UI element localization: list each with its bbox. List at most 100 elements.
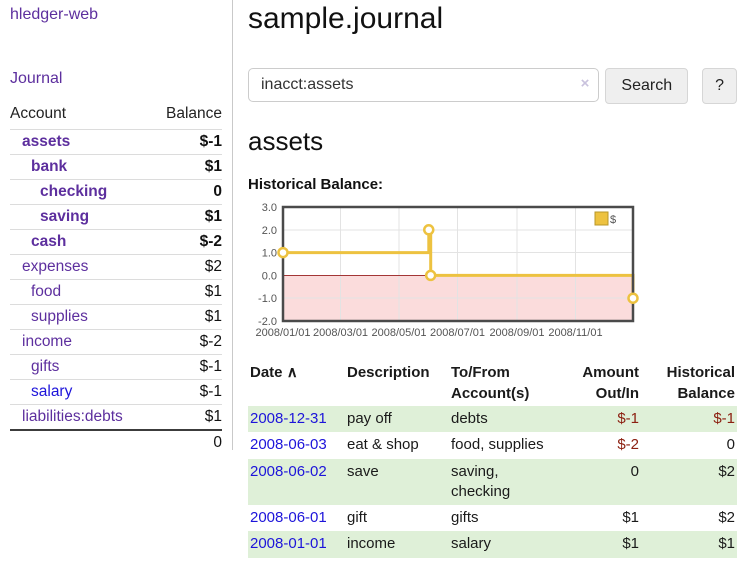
transaction-balance: 0 [726,436,735,454]
account-row: food $1 [10,279,222,305]
accounts-header-balance: Balance [165,105,222,122]
chart-title: Historical Balance: [248,176,384,193]
transaction-date-link[interactable]: 2008-01-01 [250,535,327,553]
x-axis-tick-label: 2008/07/01 [430,327,485,339]
help-button[interactable]: ? [702,68,737,104]
sidebar-account-link[interactable]: liabilities:debts [22,408,123,425]
transaction-date-link[interactable]: 2008-06-03 [250,436,327,454]
transaction-amount: $-2 [617,436,639,454]
accounts-header-account: Account [10,105,67,122]
account-balance: $-1 [116,379,222,405]
transaction-description: save [347,462,379,480]
y-axis-tick-label: 0.0 [262,270,277,282]
register-header-balance: Historical Balance [666,364,735,402]
x-axis-tick-label: 2008/01/01 [255,327,310,339]
y-axis-tick-label: -2.0 [258,316,277,328]
transaction-balance: $-1 [713,410,735,427]
data-point-marker [277,246,289,259]
sidebar-account-link[interactable]: food [31,283,62,300]
sidebar-account-link[interactable]: cash [31,233,67,250]
search-form: × Search ? [248,68,737,104]
account-row: saving $1 [10,204,222,230]
account-row: income $-2 [10,329,222,355]
account-balance: 0 [116,179,222,205]
clear-search-icon[interactable]: × [580,75,590,92]
transaction-row: 2008-12-31 pay off debts $-1 $-1 [248,406,737,433]
search-input[interactable] [248,68,600,102]
transaction-description: eat & shop [347,436,419,454]
account-heading: assets [248,126,324,156]
plot-frame [281,205,635,323]
historical-balance-chart: 2008/01/01 2008/03/01 2008/05/01 2008/07/01… [255,202,639,339]
transaction-accounts: saving, checking [451,462,511,500]
register-header-date[interactable]: Date ∧ [250,364,298,381]
account-balance: $1 [116,304,222,330]
transaction-row: 2008-01-01 income salary $1 $1 [248,531,737,558]
y-axis-tick-label: 1.0 [262,248,277,260]
register-header-description: Description [347,364,430,381]
accounts-table: Account Balance assets $-1 bank $1 checking 0… [10,103,222,455]
account-balance: $-2 [116,229,222,255]
accounts-total-row: 0 [10,429,222,455]
transaction-amount: $-1 [617,410,639,427]
legend-swatch [594,211,609,226]
account-row: expenses $2 [10,254,222,280]
transaction-balance: $2 [718,509,735,526]
account-row: liabilities:debts $1 [10,404,222,430]
account-row: bank $1 [10,154,222,180]
data-point-marker [627,292,639,304]
account-balance: $1 [116,204,222,230]
transaction-accounts: salary [451,535,492,553]
account-balance: $1 [116,279,222,305]
sidebar-account-link[interactable]: income [22,333,72,350]
transaction-accounts: debts [451,410,488,427]
sidebar: hledger-web Journal Account Balance asse… [0,0,233,455]
y-axis-tick-label: -1.0 [258,293,277,305]
sidebar-account-link[interactable]: gifts [31,358,60,375]
transaction-description: gift [347,509,368,526]
transaction-accounts: gifts [451,509,479,526]
main-content: sample.journal × Search ? assets Histori… [248,0,737,558]
sidebar-account-link[interactable]: salary [31,383,73,400]
account-balance: $2 [116,254,222,280]
sidebar-account-link[interactable]: supplies [31,308,88,325]
account-row: assets $-1 [10,129,222,155]
transaction-row: 2008-06-03 eat & shop food, supplies $-2 0 [248,432,737,458]
x-axis-tick-label: 2008/11/01 [548,327,602,339]
sidebar-account-link[interactable]: expenses [22,258,89,275]
account-balance: $1 [116,404,222,430]
transaction-accounts: food, supplies [451,436,544,454]
transaction-amount: $1 [622,509,639,526]
transaction-amount: 0 [630,462,639,480]
data-point-marker [424,269,437,282]
register-header-accounts: To/From Account(s) [451,364,530,402]
register-table: Date ∧ Description To/From Account(s) Am… [248,360,737,558]
page-title: sample.journal [248,2,444,35]
y-axis-tick-label: 2.0 [262,225,277,237]
sidebar-account-link[interactable]: checking [40,183,108,200]
transaction-date-link[interactable]: 2008-06-02 [250,462,327,480]
y-axis-tick-label: 3.0 [262,202,277,214]
account-balance: $-1 [116,129,222,155]
data-point-marker [423,224,435,236]
search-button[interactable]: Search [605,68,689,104]
brand-link[interactable]: hledger-web [10,6,99,23]
search-box: × [248,68,600,104]
account-row: checking 0 [10,179,222,205]
sidebar-account-link[interactable]: assets [22,133,71,150]
x-axis-tick-label: 2008/03/01 [313,327,368,339]
sidebar-account-link[interactable]: saving [40,208,90,225]
account-row: supplies $1 [10,304,222,330]
account-balance: $1 [116,154,222,180]
transaction-date-link[interactable]: 2008-06-01 [250,509,327,526]
register-header-amount: Amount Out/In [582,364,639,402]
transaction-row: 2008-06-01 gift gifts $1 $2 [248,505,737,531]
sidebar-item-journal[interactable]: Journal [10,70,63,87]
sidebar-account-link[interactable]: bank [31,158,68,175]
legend-label: $ [610,214,616,226]
x-axis-tick-label: 2008/05/01 [371,327,426,339]
account-balance: $-1 [116,354,222,380]
account-row: salary $-1 [10,379,222,405]
transaction-date-link[interactable]: 2008-12-31 [250,410,327,427]
sort-asc-icon: ∧ [286,364,298,381]
